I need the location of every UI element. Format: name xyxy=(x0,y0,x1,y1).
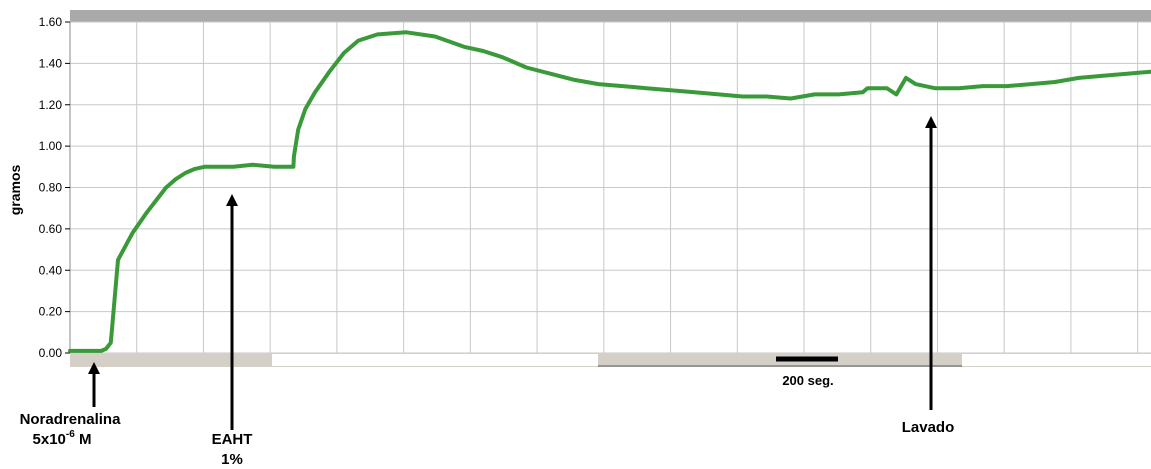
series-layer xyxy=(68,30,1151,353)
scrollbar-thumb-left xyxy=(272,354,598,366)
y-tick-label: 1.20 xyxy=(39,98,63,112)
annotation-concentration: 5x10-6 M xyxy=(33,429,92,448)
y-tick-label: 0.80 xyxy=(39,181,63,195)
annotation-noradrenalina: Noradrenalina xyxy=(20,411,122,428)
scrollbar-thumb-right xyxy=(962,354,1151,366)
y-tick-label: 0.40 xyxy=(39,263,63,277)
annotation-concentration-unit: M xyxy=(75,431,92,448)
y-tick-label: 1.00 xyxy=(39,139,63,153)
annotation-lavado: Lavado xyxy=(902,419,955,436)
y-axis-label: gramos xyxy=(7,165,23,216)
annotation-eaht: EAHT xyxy=(212,431,253,448)
annotation-concentration-base: 5x10 xyxy=(33,431,66,448)
annotation-arrow-head xyxy=(88,362,100,374)
y-tick-label: 0.60 xyxy=(39,222,63,236)
y-tick-label: 1.60 xyxy=(39,15,63,29)
y-tick-label: 0.20 xyxy=(39,305,63,319)
annotation-arrow-head xyxy=(925,116,937,128)
grid-lines xyxy=(69,21,1151,354)
annotation-eaht-percent: 1% xyxy=(221,451,243,468)
y-tick-label: 1.40 xyxy=(39,56,63,70)
annotation-arrow-head xyxy=(226,194,238,206)
bottom-strip xyxy=(70,353,1151,367)
top-bar xyxy=(70,10,1151,22)
y-tick-labels: 0.00 0.20 0.40 0.60 0.80 1.00 1.20 1.40 1.60 xyxy=(39,15,70,360)
y-tick-label: 0.00 xyxy=(39,346,63,360)
scale-bar-label: 200 seg. xyxy=(782,373,833,388)
annotation-concentration-exponent: -6 xyxy=(66,429,75,440)
